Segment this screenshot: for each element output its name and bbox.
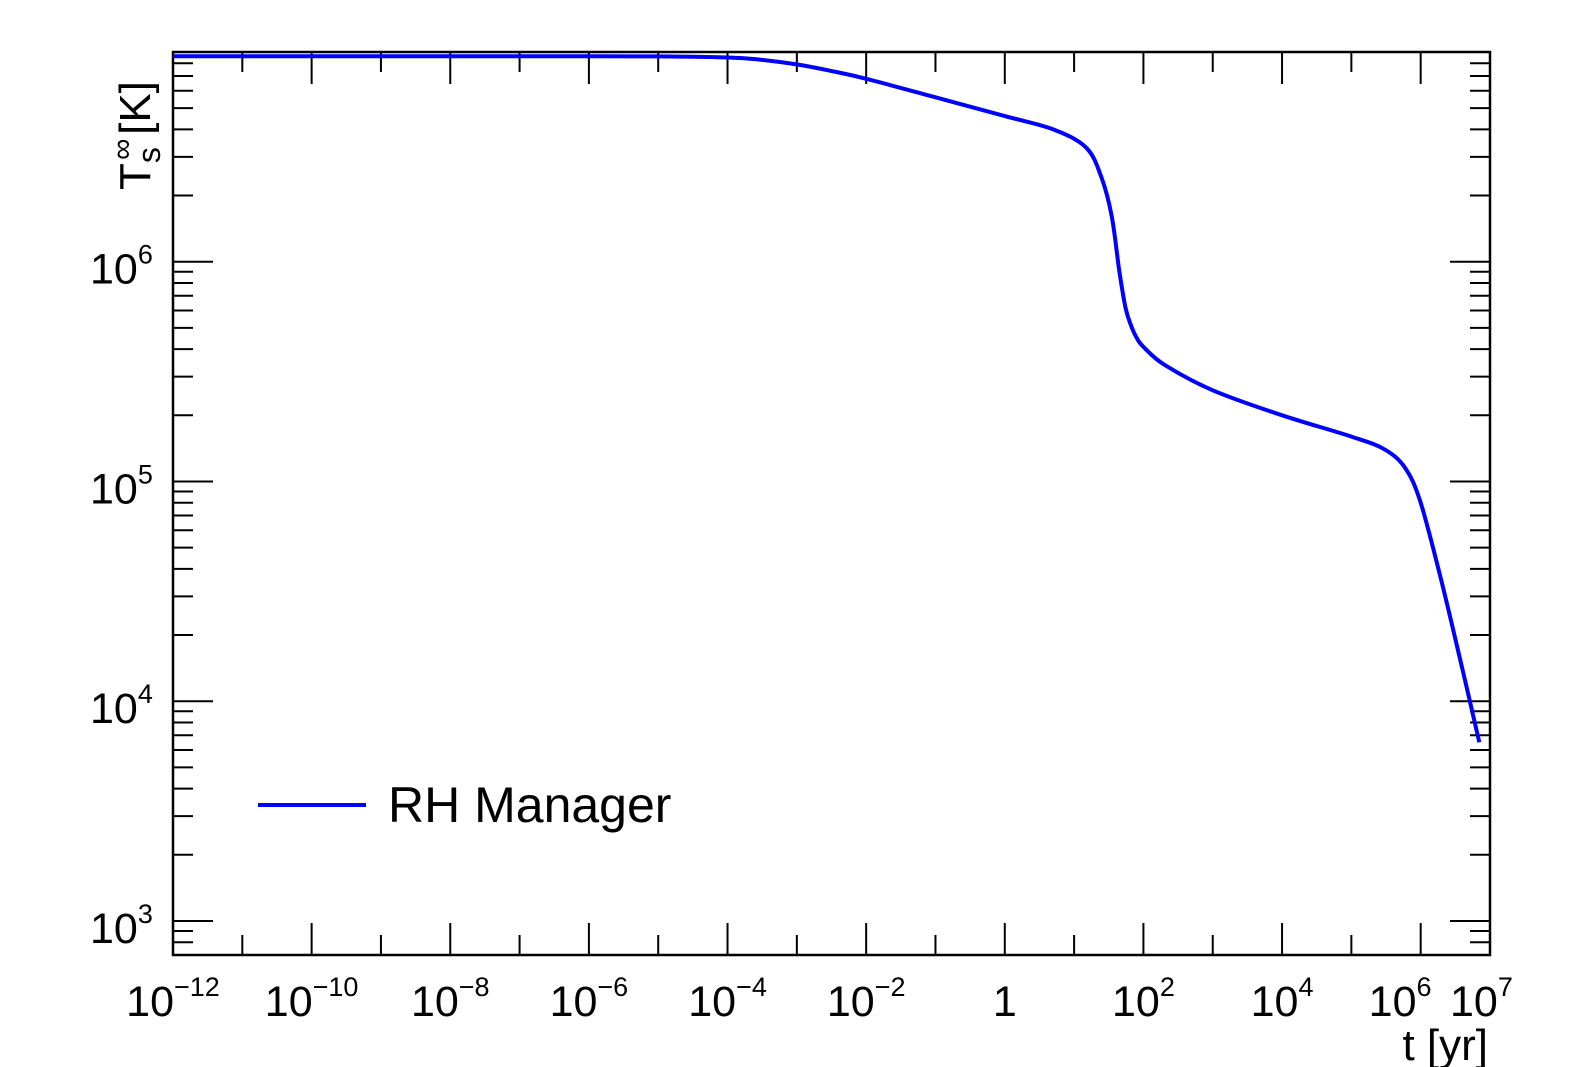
x-tick-label: 1	[993, 978, 1017, 1026]
x-axis-title: t [yr]	[1402, 1021, 1488, 1067]
y-tick-label: 104	[90, 679, 153, 733]
y-axis-tick-labels: 103 104 105 106	[90, 240, 153, 953]
x-axis-tick-labels: 10−12 10−10 10−8 10−6 10−4 10−2 1 102 104 106 107	[126, 972, 1513, 1026]
svg-text:Ts [K]: Ts [K]	[111, 81, 167, 190]
y-tick-label: 103	[90, 899, 153, 953]
x-tick-label: 10−10	[265, 972, 359, 1026]
y-axis-ticks	[173, 51, 1490, 956]
x-tick-label: 104	[1251, 972, 1314, 1026]
y-tick-label: 106	[90, 240, 153, 294]
series-line-rh-manager	[173, 54, 1482, 743]
x-tick-label: 10−12	[126, 972, 220, 1026]
x-tick-label: 10−2	[827, 972, 906, 1026]
x-axis-ticks	[172, 52, 1491, 955]
x-tick-label: 102	[1112, 972, 1175, 1026]
y-tick-label: 105	[90, 459, 153, 513]
x-tick-label: 106	[1369, 972, 1432, 1026]
y-axis-title: Ts [K] ∞	[106, 81, 167, 190]
x-tick-label: 10−4	[688, 972, 767, 1026]
x-tick-label: 10−6	[550, 972, 629, 1026]
y-axis-title-superscript: ∞	[106, 139, 139, 160]
plot-frame	[171, 50, 1492, 957]
legend-label-rh-manager: RH Manager	[388, 777, 671, 833]
x-tick-label: 107	[1450, 972, 1513, 1026]
x-tick-label: 10−8	[411, 972, 490, 1026]
legend: RH Manager	[258, 777, 671, 833]
